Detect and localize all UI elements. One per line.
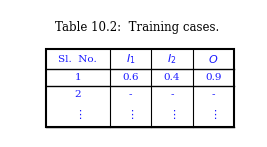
Text: 0.9: 0.9 — [205, 73, 222, 82]
Text: $O$: $O$ — [208, 53, 218, 65]
Text: -: - — [170, 90, 174, 99]
Text: 0.6: 0.6 — [122, 73, 139, 82]
Text: $I_1$: $I_1$ — [126, 52, 135, 66]
Text: Table 10.2:  Training cases.: Table 10.2: Training cases. — [55, 21, 219, 34]
Text: 1: 1 — [74, 73, 81, 82]
Text: $\vdots$: $\vdots$ — [209, 108, 217, 121]
Text: $I_2$: $I_2$ — [167, 52, 177, 66]
Text: $\vdots$: $\vdots$ — [127, 108, 135, 121]
Text: $\vdots$: $\vdots$ — [168, 108, 176, 121]
Text: Sl.  No.: Sl. No. — [58, 55, 97, 64]
Text: 2: 2 — [74, 90, 81, 99]
Text: 0.4: 0.4 — [164, 73, 180, 82]
Text: $\vdots$: $\vdots$ — [74, 108, 82, 121]
Text: -: - — [129, 90, 132, 99]
Text: -: - — [212, 90, 215, 99]
